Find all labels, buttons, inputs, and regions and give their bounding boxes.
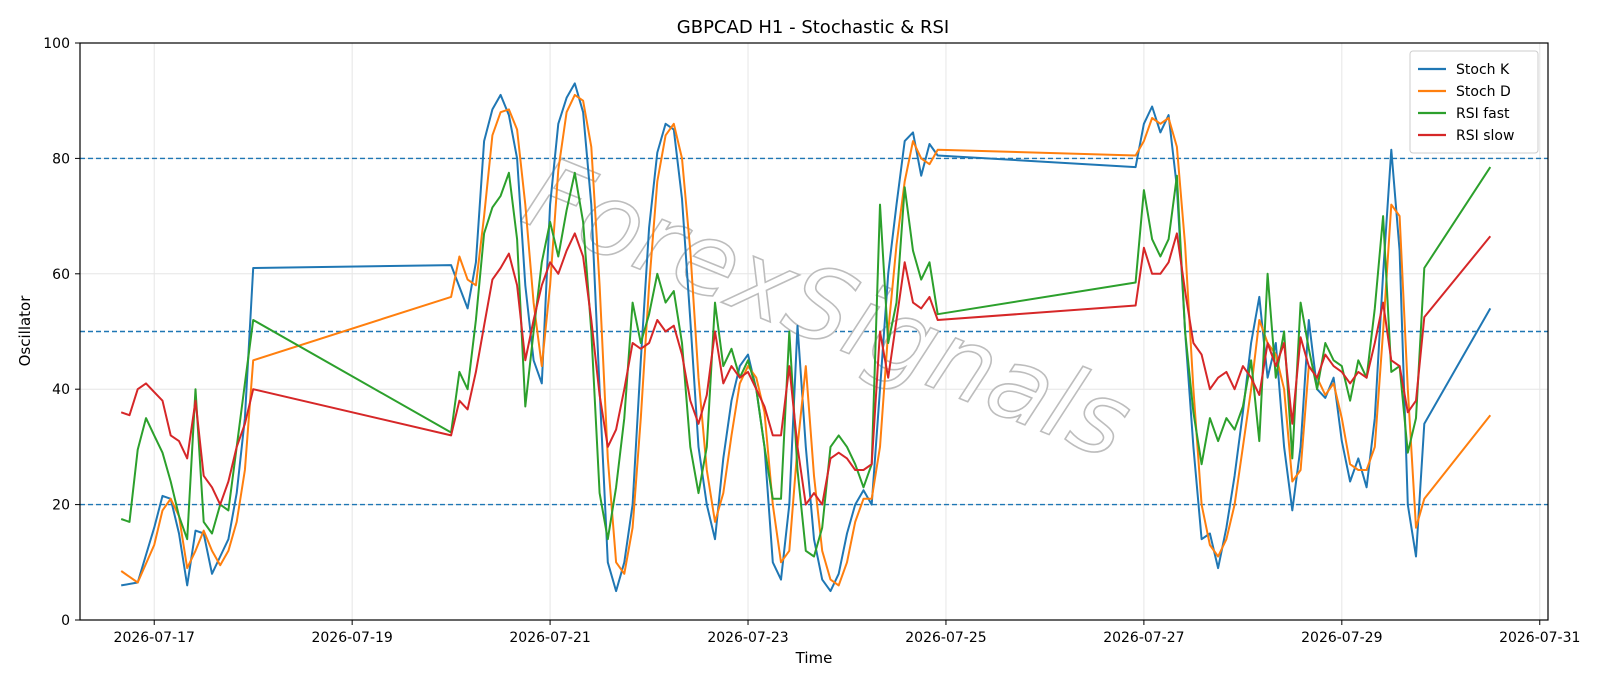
y-axis-ticks: 0 20 40 60 80 100 [43, 36, 80, 629]
y-tick-label: 20 [52, 498, 70, 514]
series-line-stoch-k [121, 82, 1492, 593]
x-tick-label: 2026-07-31 [1499, 630, 1580, 646]
x-tick-label: 2026-07-29 [1301, 630, 1382, 646]
y-tick-label: 60 [52, 267, 70, 283]
y-tick-label: 40 [52, 382, 70, 398]
x-tick-label: 2026-07-23 [707, 630, 788, 646]
y-tick-label: 100 [43, 36, 70, 52]
x-tick-label: 2026-07-19 [311, 630, 392, 646]
legend-label-rsi-fast: RSI fast [1456, 106, 1510, 122]
x-tick-label: 2026-07-27 [1103, 630, 1184, 646]
series-line-rsi-fast [120, 166, 1492, 558]
legend-box [1409, 50, 1539, 154]
legend-label-stoch-d: Stoch D [1456, 84, 1511, 100]
legend: Stoch K Stoch D RSI fast RSI slow [1409, 50, 1539, 154]
x-tick-label: 2026-07-25 [905, 630, 986, 646]
x-axis-ticks: 2026-07-17 2026-07-19 2026-07-21 2026-07-23… [114, 620, 1580, 646]
x-axis-label: Time [795, 649, 833, 667]
x-tick-label: 2026-07-17 [114, 630, 195, 646]
plot-frame [79, 42, 1549, 621]
reference-lines [80, 157, 1548, 506]
series-line-stoch-d [120, 93, 1492, 587]
x-tick-label: 2026-07-21 [509, 630, 590, 646]
series-line-rsi-slow [120, 232, 1492, 506]
chart-title: GBPCAD H1 - Stochastic & RSI [677, 17, 949, 38]
legend-label-rsi-slow: RSI slow [1456, 128, 1514, 144]
series-layer [120, 82, 1492, 593]
legend-label-stoch-k: Stoch K [1456, 62, 1510, 78]
y-axis-label: Oscillator [16, 295, 34, 367]
y-tick-label: 80 [52, 151, 70, 167]
y-tick-label: 0 [61, 613, 70, 629]
